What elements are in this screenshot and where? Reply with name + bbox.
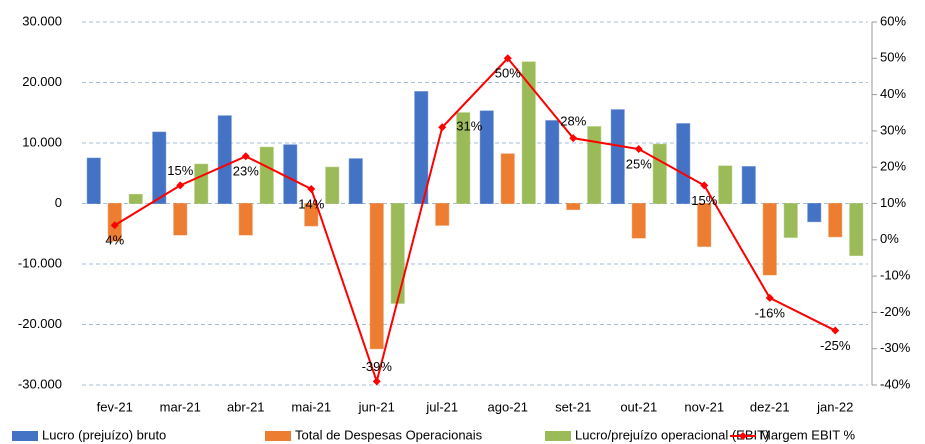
y-tick-label: 30.000: [22, 13, 62, 28]
y2-tick-label: -40%: [880, 376, 911, 391]
bar: [676, 123, 691, 204]
y2-tick-label: -30%: [880, 340, 911, 355]
data-label: -25%: [820, 338, 851, 353]
bar: [587, 126, 602, 204]
legend-marker: [739, 432, 747, 440]
bar: [283, 144, 298, 205]
legend-label: Total de Despesas Operacionais: [295, 427, 483, 442]
bar: [435, 203, 450, 226]
marker: [241, 152, 250, 161]
legend-swatch: [545, 431, 571, 441]
data-label: 15%: [691, 193, 717, 208]
x-tick-label: out-21: [620, 399, 657, 414]
bar: [479, 110, 494, 204]
y2-tick-label: 0%: [880, 231, 899, 246]
marker: [307, 184, 316, 193]
y2-tick-label: -10%: [880, 268, 911, 283]
legend-swatch: [12, 431, 38, 441]
marker: [700, 181, 709, 190]
y2-tick-label: 30%: [880, 122, 906, 137]
bar: [521, 61, 536, 205]
bar: [807, 203, 822, 223]
bar: [828, 203, 843, 238]
data-label: 50%: [495, 66, 521, 81]
y2-tick-label: 40%: [880, 86, 906, 101]
bar: [304, 203, 319, 227]
marker: [503, 54, 512, 63]
x-tick-label: dez-21: [750, 399, 790, 414]
bar: [238, 203, 253, 236]
x-tick-label: mai-21: [291, 399, 331, 414]
x-tick-label: abr-21: [227, 399, 265, 414]
data-label: -39%: [362, 359, 393, 374]
y-tick-label: -30.000: [18, 376, 62, 391]
legend-label: Lucro/prejuízo operacional (EBIT): [575, 427, 769, 442]
data-label: 23%: [233, 164, 259, 179]
x-tick-label: jun-21: [358, 399, 395, 414]
legend-label: Margem EBIT %: [760, 427, 856, 442]
x-tick-label: nov-21: [684, 399, 724, 414]
data-label: -16%: [755, 305, 786, 320]
bar: [566, 203, 581, 211]
bar: [783, 203, 798, 238]
bar: [325, 166, 340, 204]
bar: [849, 203, 864, 257]
marker: [569, 134, 578, 143]
marker: [438, 123, 447, 132]
bar: [194, 163, 209, 205]
x-tick-label: set-21: [555, 399, 591, 414]
marker: [372, 377, 381, 386]
bar: [652, 143, 667, 205]
data-label: 4%: [105, 233, 124, 248]
y-tick-label: 10.000: [22, 134, 62, 149]
x-tick-label: jan-22: [816, 399, 853, 414]
legend-label: Lucro (prejuízo) bruto: [42, 427, 166, 442]
bar: [631, 203, 646, 239]
marker: [831, 326, 840, 335]
legend-swatch: [265, 431, 291, 441]
bar: [390, 203, 405, 304]
bar: [500, 153, 515, 204]
y-tick-label: -10.000: [18, 255, 62, 270]
bar: [173, 203, 188, 236]
bar: [128, 193, 143, 205]
y2-tick-label: 60%: [880, 13, 906, 28]
marker: [765, 293, 774, 302]
bar: [369, 203, 384, 350]
bar: [217, 115, 232, 204]
bar: [456, 112, 471, 204]
bar: [414, 91, 429, 204]
bar: [718, 165, 733, 205]
data-label: 25%: [626, 156, 652, 171]
y2-tick-label: 10%: [880, 195, 906, 210]
bar: [610, 109, 625, 204]
bar: [348, 158, 363, 204]
data-label: 28%: [560, 114, 586, 129]
marker: [176, 181, 185, 190]
y-tick-label: 20.000: [22, 74, 62, 89]
line: [114, 56, 836, 385]
marker: [110, 221, 119, 230]
y-tick-label: -20.000: [18, 316, 62, 331]
x-tick-label: fev-21: [97, 399, 133, 414]
bar: [152, 131, 167, 204]
x-tick-label: ago-21: [488, 399, 528, 414]
y2-tick-label: -20%: [880, 304, 911, 319]
y2-tick-label: 20%: [880, 159, 906, 174]
bar: [697, 203, 712, 247]
data-label: 31%: [456, 119, 482, 134]
data-label: 14%: [298, 196, 324, 211]
bar: [762, 203, 777, 276]
bar: [259, 146, 274, 204]
marker: [634, 145, 643, 154]
x-tick-label: jul-21: [425, 399, 458, 414]
bar: [741, 166, 756, 204]
bar: [86, 157, 101, 204]
x-tick-label: mar-21: [160, 399, 201, 414]
data-label: 15%: [167, 163, 193, 178]
bar: [545, 120, 560, 204]
y2-tick-label: 50%: [880, 50, 906, 65]
y-tick-label: 0: [55, 195, 62, 210]
